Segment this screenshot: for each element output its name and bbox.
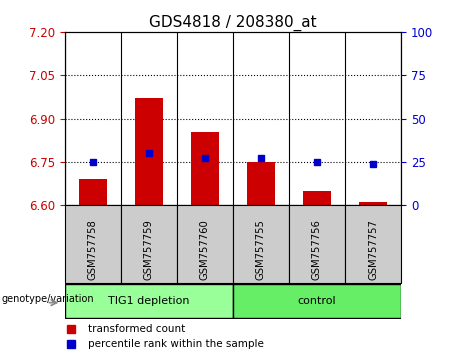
Bar xyxy=(233,284,401,318)
Bar xyxy=(177,205,233,283)
Bar xyxy=(289,205,345,283)
Bar xyxy=(303,191,331,205)
Text: GSM757756: GSM757756 xyxy=(312,219,322,280)
Bar xyxy=(233,205,289,283)
Bar xyxy=(65,284,233,318)
Bar xyxy=(247,162,275,205)
Text: TIG1 depletion: TIG1 depletion xyxy=(108,296,189,306)
Text: genotype/variation: genotype/variation xyxy=(1,294,94,304)
Bar xyxy=(78,179,106,205)
Bar xyxy=(191,132,219,205)
Bar xyxy=(345,205,401,283)
Text: GSM757759: GSM757759 xyxy=(144,219,154,280)
Text: GSM757758: GSM757758 xyxy=(88,219,98,280)
Text: transformed count: transformed count xyxy=(88,324,185,333)
Bar xyxy=(135,98,163,205)
Text: GSM757757: GSM757757 xyxy=(368,219,378,280)
Text: GSM757760: GSM757760 xyxy=(200,219,210,280)
Bar xyxy=(65,205,121,283)
Title: GDS4818 / 208380_at: GDS4818 / 208380_at xyxy=(149,14,317,30)
Text: control: control xyxy=(298,296,336,306)
Text: percentile rank within the sample: percentile rank within the sample xyxy=(88,339,264,349)
Bar xyxy=(359,202,387,205)
Bar xyxy=(121,205,177,283)
Text: GSM757755: GSM757755 xyxy=(256,219,266,280)
